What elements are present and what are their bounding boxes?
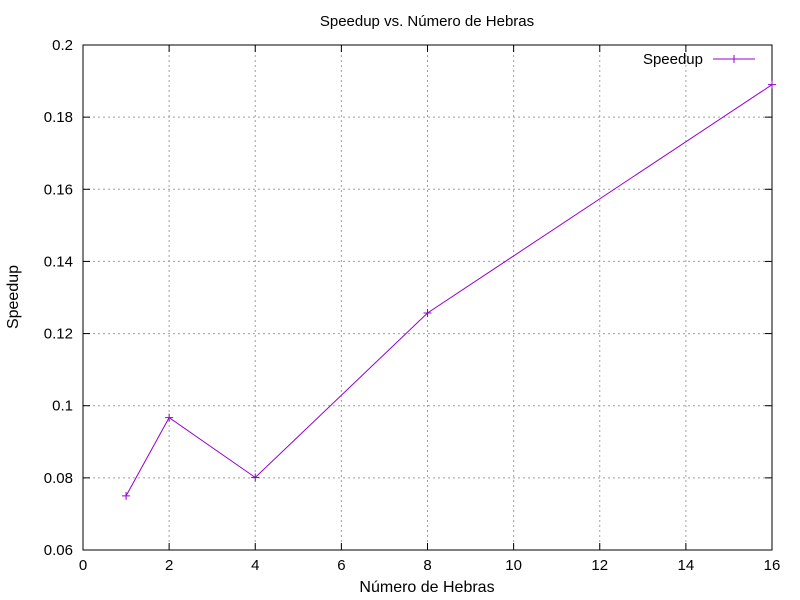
- grid: [83, 45, 772, 550]
- x-tick-label: 0: [79, 557, 87, 574]
- x-tick-label: 14: [678, 557, 695, 574]
- x-tick-label: 12: [591, 557, 608, 574]
- x-tick-label: 10: [505, 557, 522, 574]
- data-point-marker: [251, 473, 260, 482]
- x-tick-label: 6: [337, 557, 345, 574]
- legend-marker: [730, 55, 738, 63]
- x-tick-label: 16: [764, 557, 781, 574]
- legend: Speedup: [643, 51, 755, 68]
- data-point-marker: [768, 80, 776, 89]
- y-tick-label: 0.12: [44, 326, 73, 343]
- y-tick-label: 0.2: [52, 37, 73, 54]
- y-axis-label: Speedup: [5, 265, 22, 329]
- x-tick-label: 2: [165, 557, 173, 574]
- y-tick-label: 0.16: [44, 181, 73, 198]
- y-tick-label: 0.1: [52, 398, 73, 415]
- data-point-marker: [165, 413, 174, 422]
- x-tick-label: 8: [423, 557, 431, 574]
- y-tick-label: 0.14: [44, 253, 73, 270]
- axes: 0 2 4 6 8 10 12 14 16 0.06 0.08 0.1 0.12 0.14 0.16 0.18…: [44, 37, 781, 574]
- x-tick-label: 4: [251, 557, 259, 574]
- legend-label: Speedup: [643, 51, 703, 68]
- y-tick-label: 0.06: [44, 542, 73, 559]
- x-axis-label: Número de Hebras: [359, 579, 494, 596]
- chart-title: Speedup vs. Número de Hebras: [320, 13, 534, 30]
- data-point-marker: [423, 309, 432, 318]
- data-point-marker: [122, 491, 131, 500]
- series-layer: [122, 80, 776, 500]
- y-tick-label: 0.08: [44, 470, 73, 487]
- y-tick-label: 0.18: [44, 109, 73, 126]
